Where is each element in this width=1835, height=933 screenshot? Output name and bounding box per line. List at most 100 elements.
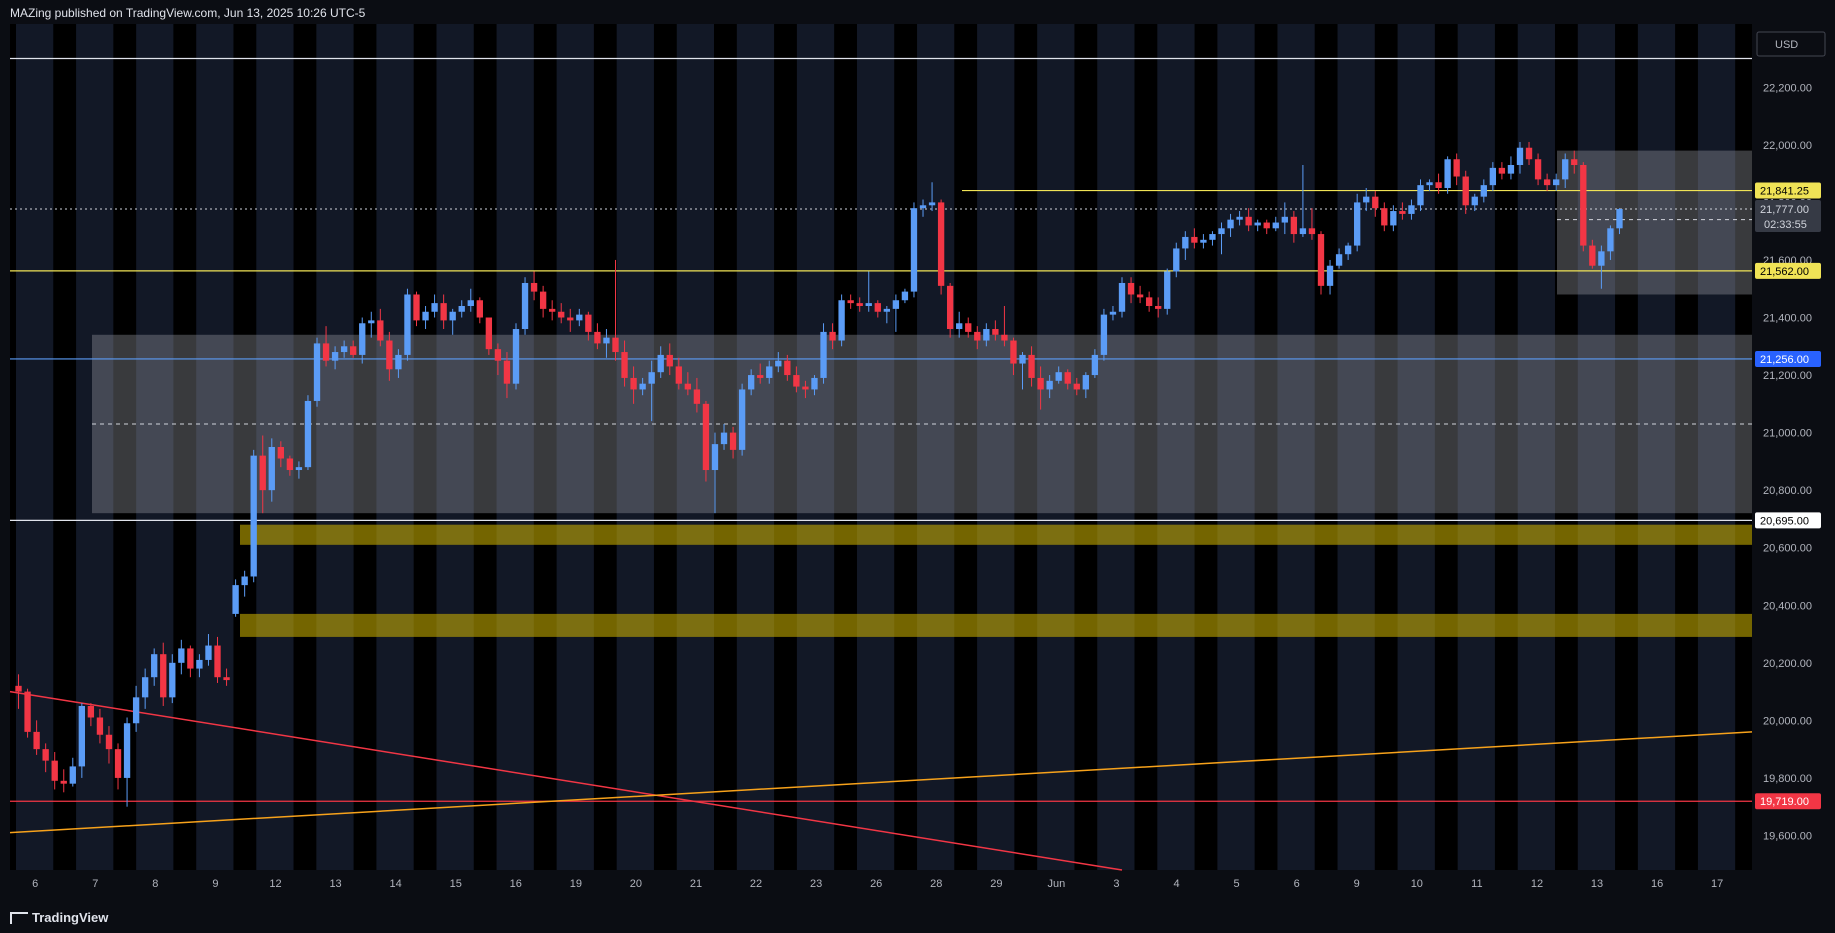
candle-body xyxy=(630,377,637,390)
candle-body xyxy=(621,352,628,378)
candle-body xyxy=(594,331,601,344)
candle-body xyxy=(558,311,565,318)
candle-body xyxy=(241,576,248,586)
candle-body xyxy=(865,303,872,306)
candle-body xyxy=(576,314,583,321)
candle-body xyxy=(368,320,375,324)
candle-body xyxy=(286,458,294,471)
date-label: 9 xyxy=(212,878,218,890)
candle-body xyxy=(440,303,447,321)
candle-body xyxy=(1489,167,1497,186)
candle-body xyxy=(811,377,818,390)
candle-body xyxy=(1064,372,1071,384)
date-label: 29 xyxy=(990,878,1002,890)
candle-body xyxy=(114,749,122,778)
candle-body xyxy=(530,282,538,292)
candle-body xyxy=(187,648,194,669)
candle-body xyxy=(141,677,149,698)
candle-body xyxy=(512,329,520,384)
date-label: 17 xyxy=(1711,878,1723,890)
session-stripe xyxy=(1097,24,1135,870)
candle-body xyxy=(232,585,239,614)
candle-body xyxy=(1372,196,1379,209)
candle-body xyxy=(1498,167,1506,174)
candle-body xyxy=(729,432,737,450)
candle-body xyxy=(223,677,230,681)
candle-body xyxy=(585,314,592,332)
candle-body xyxy=(1245,216,1252,226)
candle-body xyxy=(169,662,176,698)
trendline-up xyxy=(9,731,1753,834)
candle-body xyxy=(1344,245,1352,255)
candle-body xyxy=(1435,182,1442,189)
session-stripe xyxy=(376,24,414,870)
candle-body xyxy=(1136,294,1144,298)
date-label: 23 xyxy=(810,878,822,890)
candle-body xyxy=(992,329,999,335)
price-tick-label: 20,200.00 xyxy=(1763,658,1812,670)
candle-body xyxy=(51,760,58,781)
candle-body xyxy=(96,717,104,735)
candle-body xyxy=(1507,165,1515,174)
session-stripe xyxy=(436,24,474,870)
candle-body xyxy=(322,343,330,361)
candle-body xyxy=(639,383,646,390)
candle-body xyxy=(775,360,782,367)
candle-body xyxy=(259,455,266,491)
candle-body xyxy=(503,360,511,384)
candle-body xyxy=(567,317,574,321)
tradingview-logo-icon xyxy=(10,911,28,924)
candle-body xyxy=(829,331,836,341)
date-label: 15 xyxy=(450,878,462,890)
candle-body xyxy=(1462,176,1469,206)
candle-body xyxy=(838,300,845,341)
candle-body xyxy=(1272,222,1279,229)
candle-body xyxy=(1173,248,1180,272)
date-label: 16 xyxy=(510,878,522,890)
candle-body xyxy=(784,360,791,376)
candle-body xyxy=(1164,271,1171,309)
candle-body xyxy=(78,705,86,767)
time-axis: 6 7 8 9 12 13 14 15 16 19 20 21 22 23 26 28 29 Jun 3 4 5 6 9 10… xyxy=(32,878,1723,890)
candle-body xyxy=(919,205,927,209)
price-tick-label: 22,000.00 xyxy=(1763,140,1812,152)
price-tick-label: 19,600.00 xyxy=(1763,830,1812,842)
axis-background xyxy=(1755,0,1835,933)
price-tag-label: 20,695.00 xyxy=(1760,515,1809,527)
candle-body xyxy=(1363,196,1370,203)
candle-body xyxy=(666,354,673,367)
price-tag-label: 21,562.00 xyxy=(1760,266,1809,278)
date-label: 16 xyxy=(1651,878,1663,890)
candle-body xyxy=(757,375,764,378)
candle-body xyxy=(1010,340,1017,364)
candle-body xyxy=(1543,179,1551,186)
candle-body xyxy=(820,331,827,378)
candle-body xyxy=(1562,159,1569,180)
candle-body xyxy=(1082,375,1089,390)
candle-body xyxy=(1534,159,1542,180)
candle-body xyxy=(1589,245,1596,266)
candle-body xyxy=(675,366,682,384)
candle-body xyxy=(983,329,990,341)
candle-body xyxy=(1191,236,1198,243)
date-label: 6 xyxy=(1294,878,1300,890)
date-label: Jun xyxy=(1048,878,1066,890)
candle-body xyxy=(901,291,909,301)
session-background xyxy=(10,24,1752,870)
session-stripe xyxy=(917,24,955,870)
price-tag-bg xyxy=(1755,350,1821,367)
candle-body xyxy=(648,372,655,384)
candle-body xyxy=(1209,234,1216,240)
candle-body xyxy=(974,331,981,341)
candle-body xyxy=(1516,147,1524,165)
price-tick-label: 20,000.00 xyxy=(1763,715,1812,727)
price-tick-label: 22,200.00 xyxy=(1763,82,1812,94)
candle-body xyxy=(747,375,755,390)
candle-body xyxy=(1390,211,1397,226)
price-tags: 21,841.25 21,562.00 21,256.00 20,695.00 19,7… xyxy=(1755,182,1821,810)
candle-body xyxy=(1037,377,1044,390)
candle-body xyxy=(910,208,918,292)
candle-body xyxy=(1001,334,1008,341)
candle-body xyxy=(521,282,529,330)
